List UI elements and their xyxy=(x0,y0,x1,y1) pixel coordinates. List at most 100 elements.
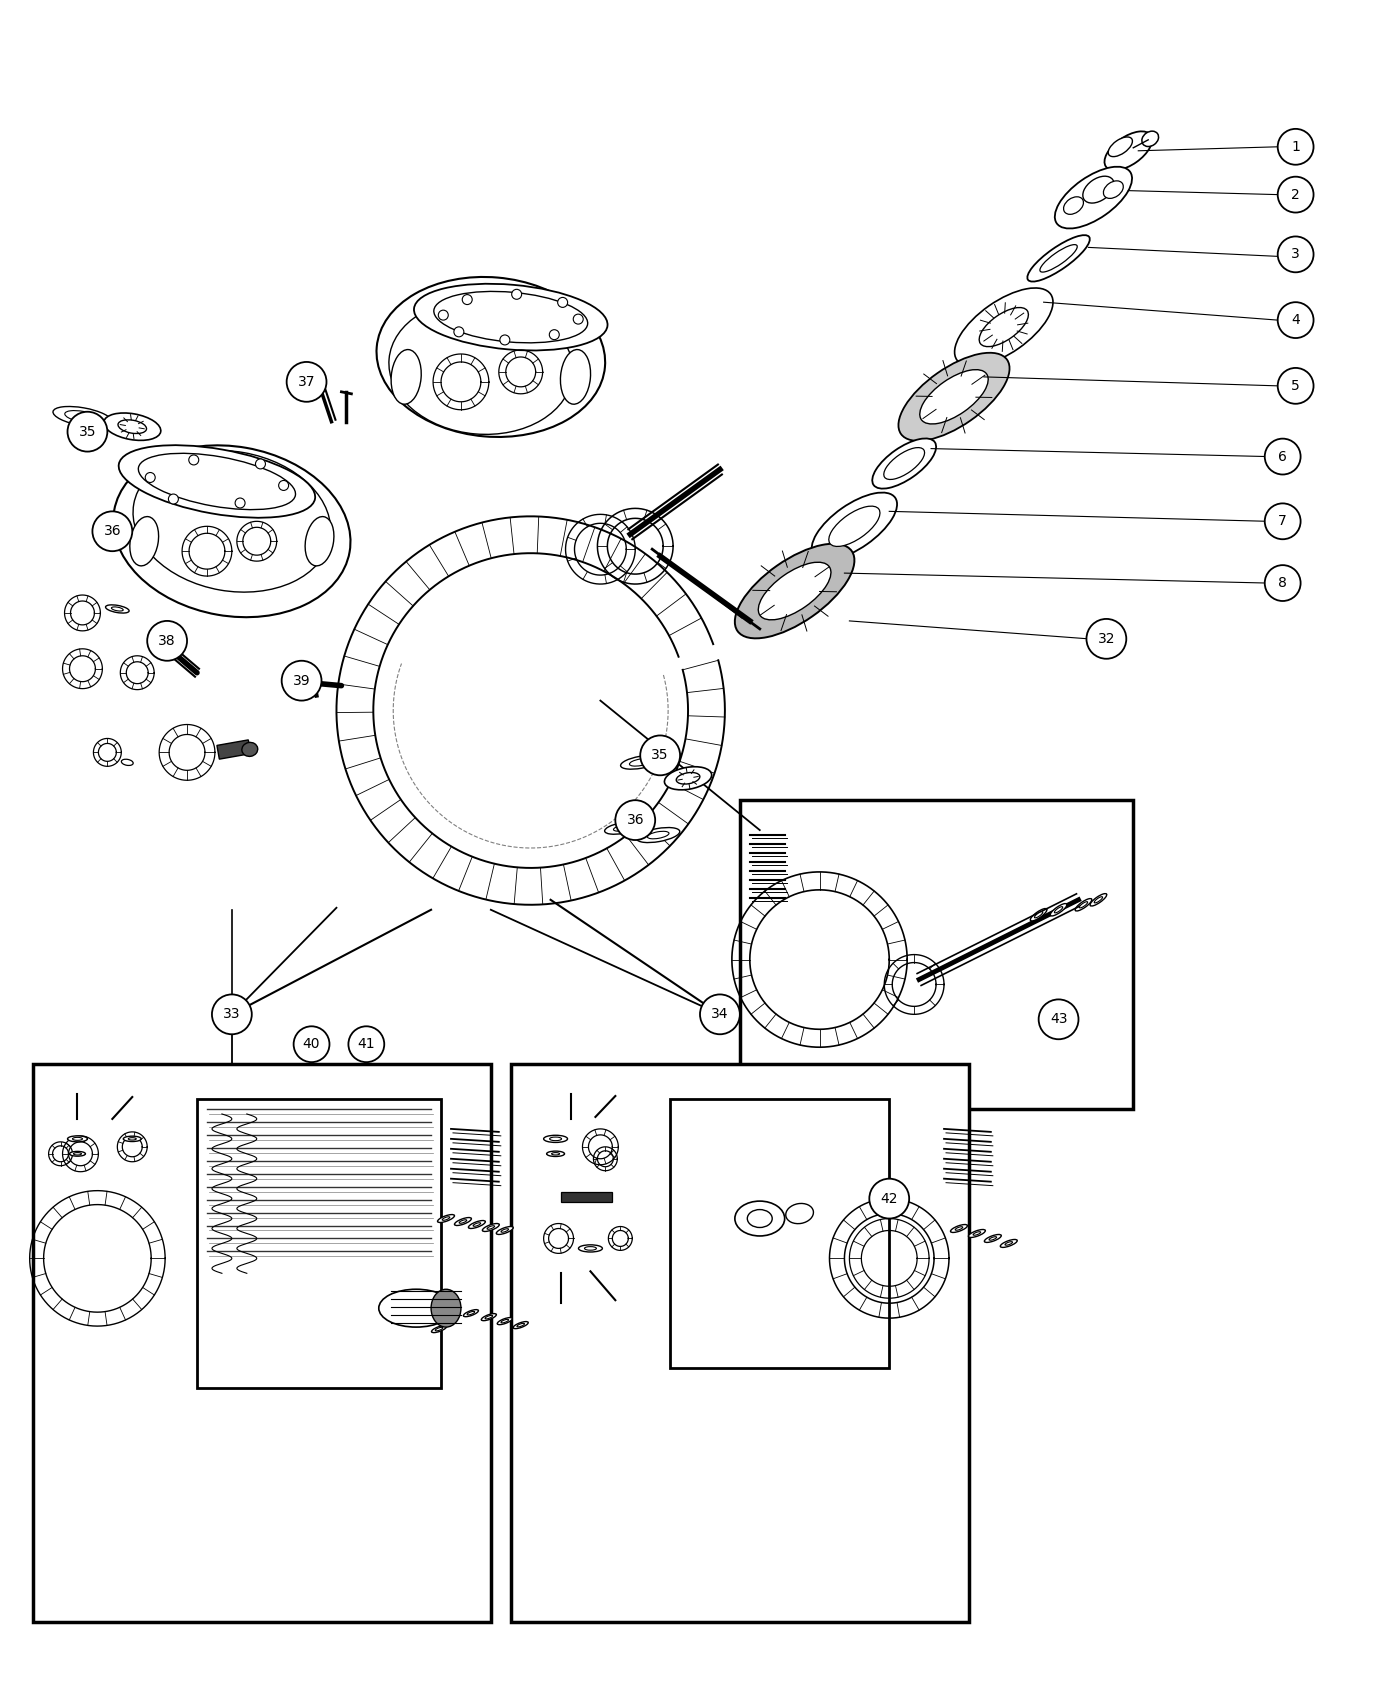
Text: 32: 32 xyxy=(1098,632,1116,646)
Ellipse shape xyxy=(473,1222,480,1226)
Circle shape xyxy=(616,801,655,840)
Circle shape xyxy=(349,1027,384,1062)
Ellipse shape xyxy=(139,454,295,510)
Circle shape xyxy=(573,314,584,325)
Ellipse shape xyxy=(812,493,897,559)
Ellipse shape xyxy=(1082,177,1114,202)
Bar xyxy=(671,1098,889,1368)
Text: 5: 5 xyxy=(1291,379,1301,393)
Text: 1: 1 xyxy=(1291,139,1301,153)
Text: 8: 8 xyxy=(1278,576,1287,590)
Ellipse shape xyxy=(1095,896,1103,903)
Circle shape xyxy=(1278,303,1313,338)
Ellipse shape xyxy=(1035,911,1043,918)
Circle shape xyxy=(189,456,199,464)
Text: 33: 33 xyxy=(223,1008,241,1022)
Ellipse shape xyxy=(676,772,700,784)
Ellipse shape xyxy=(1030,908,1047,921)
Ellipse shape xyxy=(984,1234,1001,1243)
Circle shape xyxy=(869,1178,909,1219)
Ellipse shape xyxy=(584,1246,596,1250)
Text: 41: 41 xyxy=(357,1037,375,1051)
Circle shape xyxy=(92,512,132,551)
Ellipse shape xyxy=(514,1321,528,1329)
Circle shape xyxy=(1086,619,1127,660)
Ellipse shape xyxy=(73,1137,83,1141)
Ellipse shape xyxy=(543,1136,567,1142)
Text: 43: 43 xyxy=(1050,1012,1067,1027)
Ellipse shape xyxy=(883,447,924,479)
Text: 7: 7 xyxy=(1278,515,1287,529)
Circle shape xyxy=(500,335,510,345)
Ellipse shape xyxy=(455,1217,472,1226)
Ellipse shape xyxy=(501,1319,508,1323)
Ellipse shape xyxy=(118,420,147,434)
Circle shape xyxy=(1264,503,1301,539)
Circle shape xyxy=(1039,1000,1078,1039)
Circle shape xyxy=(462,294,472,304)
Ellipse shape xyxy=(442,1217,449,1221)
Ellipse shape xyxy=(431,1326,447,1333)
Ellipse shape xyxy=(920,369,988,423)
Ellipse shape xyxy=(469,1221,486,1229)
Ellipse shape xyxy=(122,760,133,765)
Text: 36: 36 xyxy=(626,813,644,828)
Ellipse shape xyxy=(735,1202,784,1236)
Ellipse shape xyxy=(414,284,608,350)
Ellipse shape xyxy=(829,507,881,546)
Ellipse shape xyxy=(988,1236,997,1241)
Circle shape xyxy=(281,661,322,700)
Ellipse shape xyxy=(129,1137,136,1141)
Ellipse shape xyxy=(1054,906,1063,913)
Circle shape xyxy=(511,289,522,299)
Ellipse shape xyxy=(487,1226,494,1229)
Circle shape xyxy=(255,459,266,469)
Ellipse shape xyxy=(431,1289,461,1328)
Ellipse shape xyxy=(438,1214,455,1222)
Circle shape xyxy=(700,994,739,1034)
Ellipse shape xyxy=(785,1204,813,1224)
Ellipse shape xyxy=(1054,167,1133,228)
Ellipse shape xyxy=(872,439,937,488)
Circle shape xyxy=(67,411,108,452)
Ellipse shape xyxy=(463,1309,479,1318)
Circle shape xyxy=(1278,367,1313,405)
Ellipse shape xyxy=(1091,894,1107,906)
Circle shape xyxy=(1278,236,1313,272)
Ellipse shape xyxy=(1000,1239,1018,1248)
Ellipse shape xyxy=(130,517,158,566)
Circle shape xyxy=(1264,564,1301,602)
Ellipse shape xyxy=(377,277,605,437)
Bar xyxy=(217,740,251,760)
Ellipse shape xyxy=(620,755,659,768)
Ellipse shape xyxy=(1142,131,1159,146)
Ellipse shape xyxy=(1028,235,1089,282)
Ellipse shape xyxy=(1105,131,1152,170)
Ellipse shape xyxy=(434,291,588,343)
Ellipse shape xyxy=(951,1224,967,1232)
Circle shape xyxy=(557,298,567,308)
Ellipse shape xyxy=(482,1314,497,1321)
Ellipse shape xyxy=(973,1232,980,1236)
Circle shape xyxy=(640,736,680,775)
Ellipse shape xyxy=(665,767,711,791)
Ellipse shape xyxy=(735,544,854,639)
Ellipse shape xyxy=(119,445,315,518)
Ellipse shape xyxy=(1064,197,1084,214)
Ellipse shape xyxy=(1103,180,1123,199)
Ellipse shape xyxy=(578,1244,602,1251)
Ellipse shape xyxy=(546,1151,564,1156)
Bar xyxy=(511,1064,969,1622)
Ellipse shape xyxy=(242,743,258,756)
Ellipse shape xyxy=(560,350,591,405)
Text: 34: 34 xyxy=(711,1008,728,1022)
Text: 3: 3 xyxy=(1291,248,1301,262)
Bar xyxy=(739,801,1133,1108)
Text: 2: 2 xyxy=(1291,187,1301,202)
Ellipse shape xyxy=(637,828,680,843)
Ellipse shape xyxy=(899,354,1009,440)
Circle shape xyxy=(235,498,245,508)
Ellipse shape xyxy=(104,413,161,440)
Bar xyxy=(560,1192,612,1202)
Ellipse shape xyxy=(459,1221,466,1224)
